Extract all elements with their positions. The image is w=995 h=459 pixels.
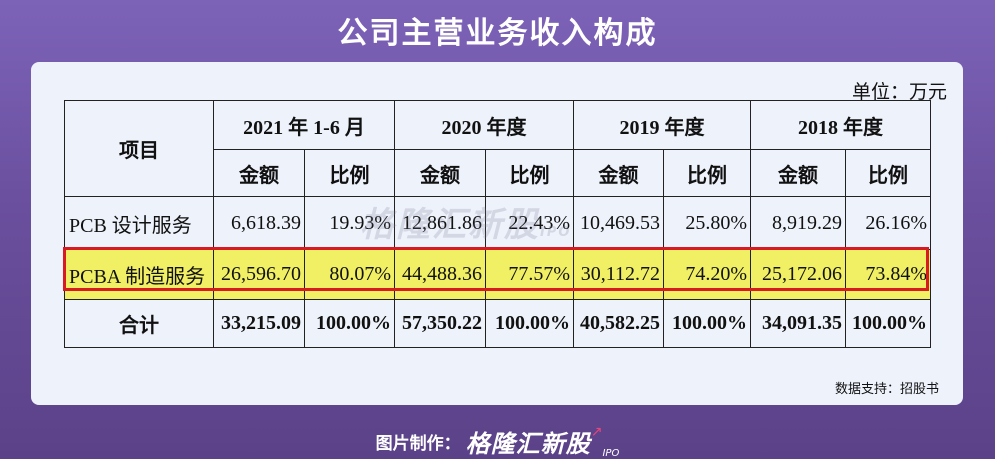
cell-ratio: 25.80%	[663, 196, 752, 250]
header-item: 项目	[64, 100, 214, 197]
header-period-2021h1: 2021 年 1-6 月	[212, 100, 396, 150]
cell-ratio: 77.57%	[485, 249, 575, 300]
cell-ratio: 80.07%	[303, 249, 396, 300]
cell-amount: 33,215.09	[213, 299, 305, 348]
cell-amount: 10,469.53	[573, 196, 665, 250]
cell-amount: 25,172.06	[750, 249, 847, 300]
table-row-total: 合计 33,215.09 100.00% 57,350.22 100.00% 4…	[64, 299, 932, 348]
cell-amount: 12,861.86	[394, 196, 487, 250]
cell-amount: 6,618.39	[213, 196, 305, 250]
header-ratio: 比例	[485, 149, 575, 197]
row-label: 合计	[64, 299, 214, 348]
header-period-2019: 2019 年度	[573, 100, 752, 150]
footer-credit: 图片制作： 格隆汇新股↗ IPO	[0, 424, 995, 459]
header-ratio: 比例	[845, 149, 932, 197]
header-ratio: 比例	[663, 149, 752, 197]
header-period-2018: 2018 年度	[750, 100, 932, 150]
cell-ratio: 26.16%	[845, 196, 932, 250]
page-title: 公司主营业务收入构成	[337, 16, 658, 51]
revenue-table: 项目 2021 年 1-6 月 2020 年度 2019 年度 2018 年度 …	[64, 100, 932, 348]
header-period-2020: 2020 年度	[394, 100, 575, 150]
cell-ratio: 19.93%	[303, 196, 396, 250]
cell-amount: 26,596.70	[213, 249, 305, 300]
footer-caption: 图片制作：	[375, 434, 461, 454]
cell-ratio: 100.00%	[845, 299, 932, 348]
header-amount: 金额	[213, 149, 305, 197]
cell-ratio: 74.20%	[663, 249, 752, 300]
arrow-up-icon: ↗	[590, 424, 603, 440]
cell-amount: 57,350.22	[394, 299, 487, 348]
cell-amount: 34,091.35	[750, 299, 847, 348]
row-label: PCBA 制造服务	[64, 249, 214, 300]
unit-label: 单位：万元	[851, 81, 947, 103]
brand-logo: 格隆汇新股	[465, 430, 591, 458]
header-ratio: 比例	[303, 149, 396, 197]
header-amount: 金额	[394, 149, 487, 197]
cell-amount: 8,919.29	[750, 196, 847, 250]
cell-amount: 30,112.72	[573, 249, 665, 300]
cell-ratio: 100.00%	[485, 299, 575, 348]
cell-ratio: 73.84%	[845, 249, 932, 300]
header-amount: 金额	[750, 149, 847, 197]
cell-ratio: 100.00%	[663, 299, 752, 348]
header-amount: 金额	[573, 149, 665, 197]
cell-ratio: 22.43%	[485, 196, 575, 250]
row-label: PCB 设计服务	[64, 196, 214, 250]
source-note: 数据支持：招股书	[834, 382, 939, 397]
cell-amount: 44,488.36	[394, 249, 487, 300]
table-row-highlighted: PCBA 制造服务 26,596.70 80.07% 44,488.36 77.…	[64, 249, 932, 300]
brand-logo-sub: IPO	[602, 448, 620, 459]
cell-ratio: 100.00%	[303, 299, 396, 348]
watermark-logo: 格隆汇新股IPO	[360, 205, 572, 245]
cell-amount: 40,582.25	[573, 299, 665, 348]
